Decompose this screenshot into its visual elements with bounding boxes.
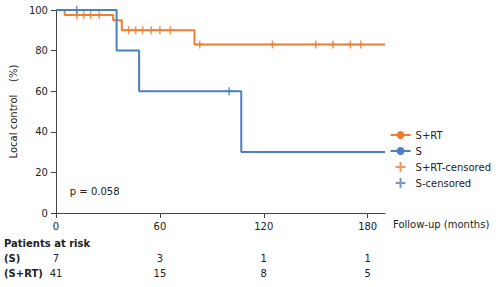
- svg-text:120: 120: [254, 221, 273, 232]
- svg-text:S-censored: S-censored: [416, 178, 472, 189]
- svg-text:7: 7: [53, 253, 59, 264]
- svg-text:15: 15: [154, 268, 167, 279]
- svg-text:S+RT-censored: S+RT-censored: [416, 162, 491, 173]
- svg-text:40: 40: [35, 126, 48, 137]
- svg-text:180: 180: [358, 221, 377, 232]
- svg-text:(S+RT): (S+RT): [4, 268, 43, 279]
- svg-text:S+RT: S+RT: [416, 130, 444, 141]
- svg-text:60: 60: [35, 86, 48, 97]
- svg-text:8: 8: [261, 268, 267, 279]
- svg-text:100: 100: [29, 5, 48, 16]
- svg-text:0: 0: [53, 221, 59, 232]
- svg-text:(S): (S): [4, 253, 20, 264]
- svg-text:p = 0.058: p = 0.058: [70, 186, 120, 197]
- svg-text:60: 60: [154, 221, 167, 232]
- svg-text:Patients at risk: Patients at risk: [4, 238, 90, 249]
- svg-text:Local control (%): Local control (%): [8, 65, 19, 159]
- svg-text:1: 1: [261, 253, 267, 264]
- svg-text:80: 80: [35, 45, 48, 56]
- svg-text:3: 3: [157, 253, 163, 264]
- svg-text:5: 5: [364, 268, 370, 279]
- svg-text:Follow-up (months): Follow-up (months): [393, 219, 489, 230]
- svg-text:1: 1: [364, 253, 370, 264]
- svg-text:S: S: [416, 146, 422, 157]
- svg-text:41: 41: [50, 268, 63, 279]
- svg-text:20: 20: [35, 167, 48, 178]
- svg-text:0: 0: [42, 208, 48, 219]
